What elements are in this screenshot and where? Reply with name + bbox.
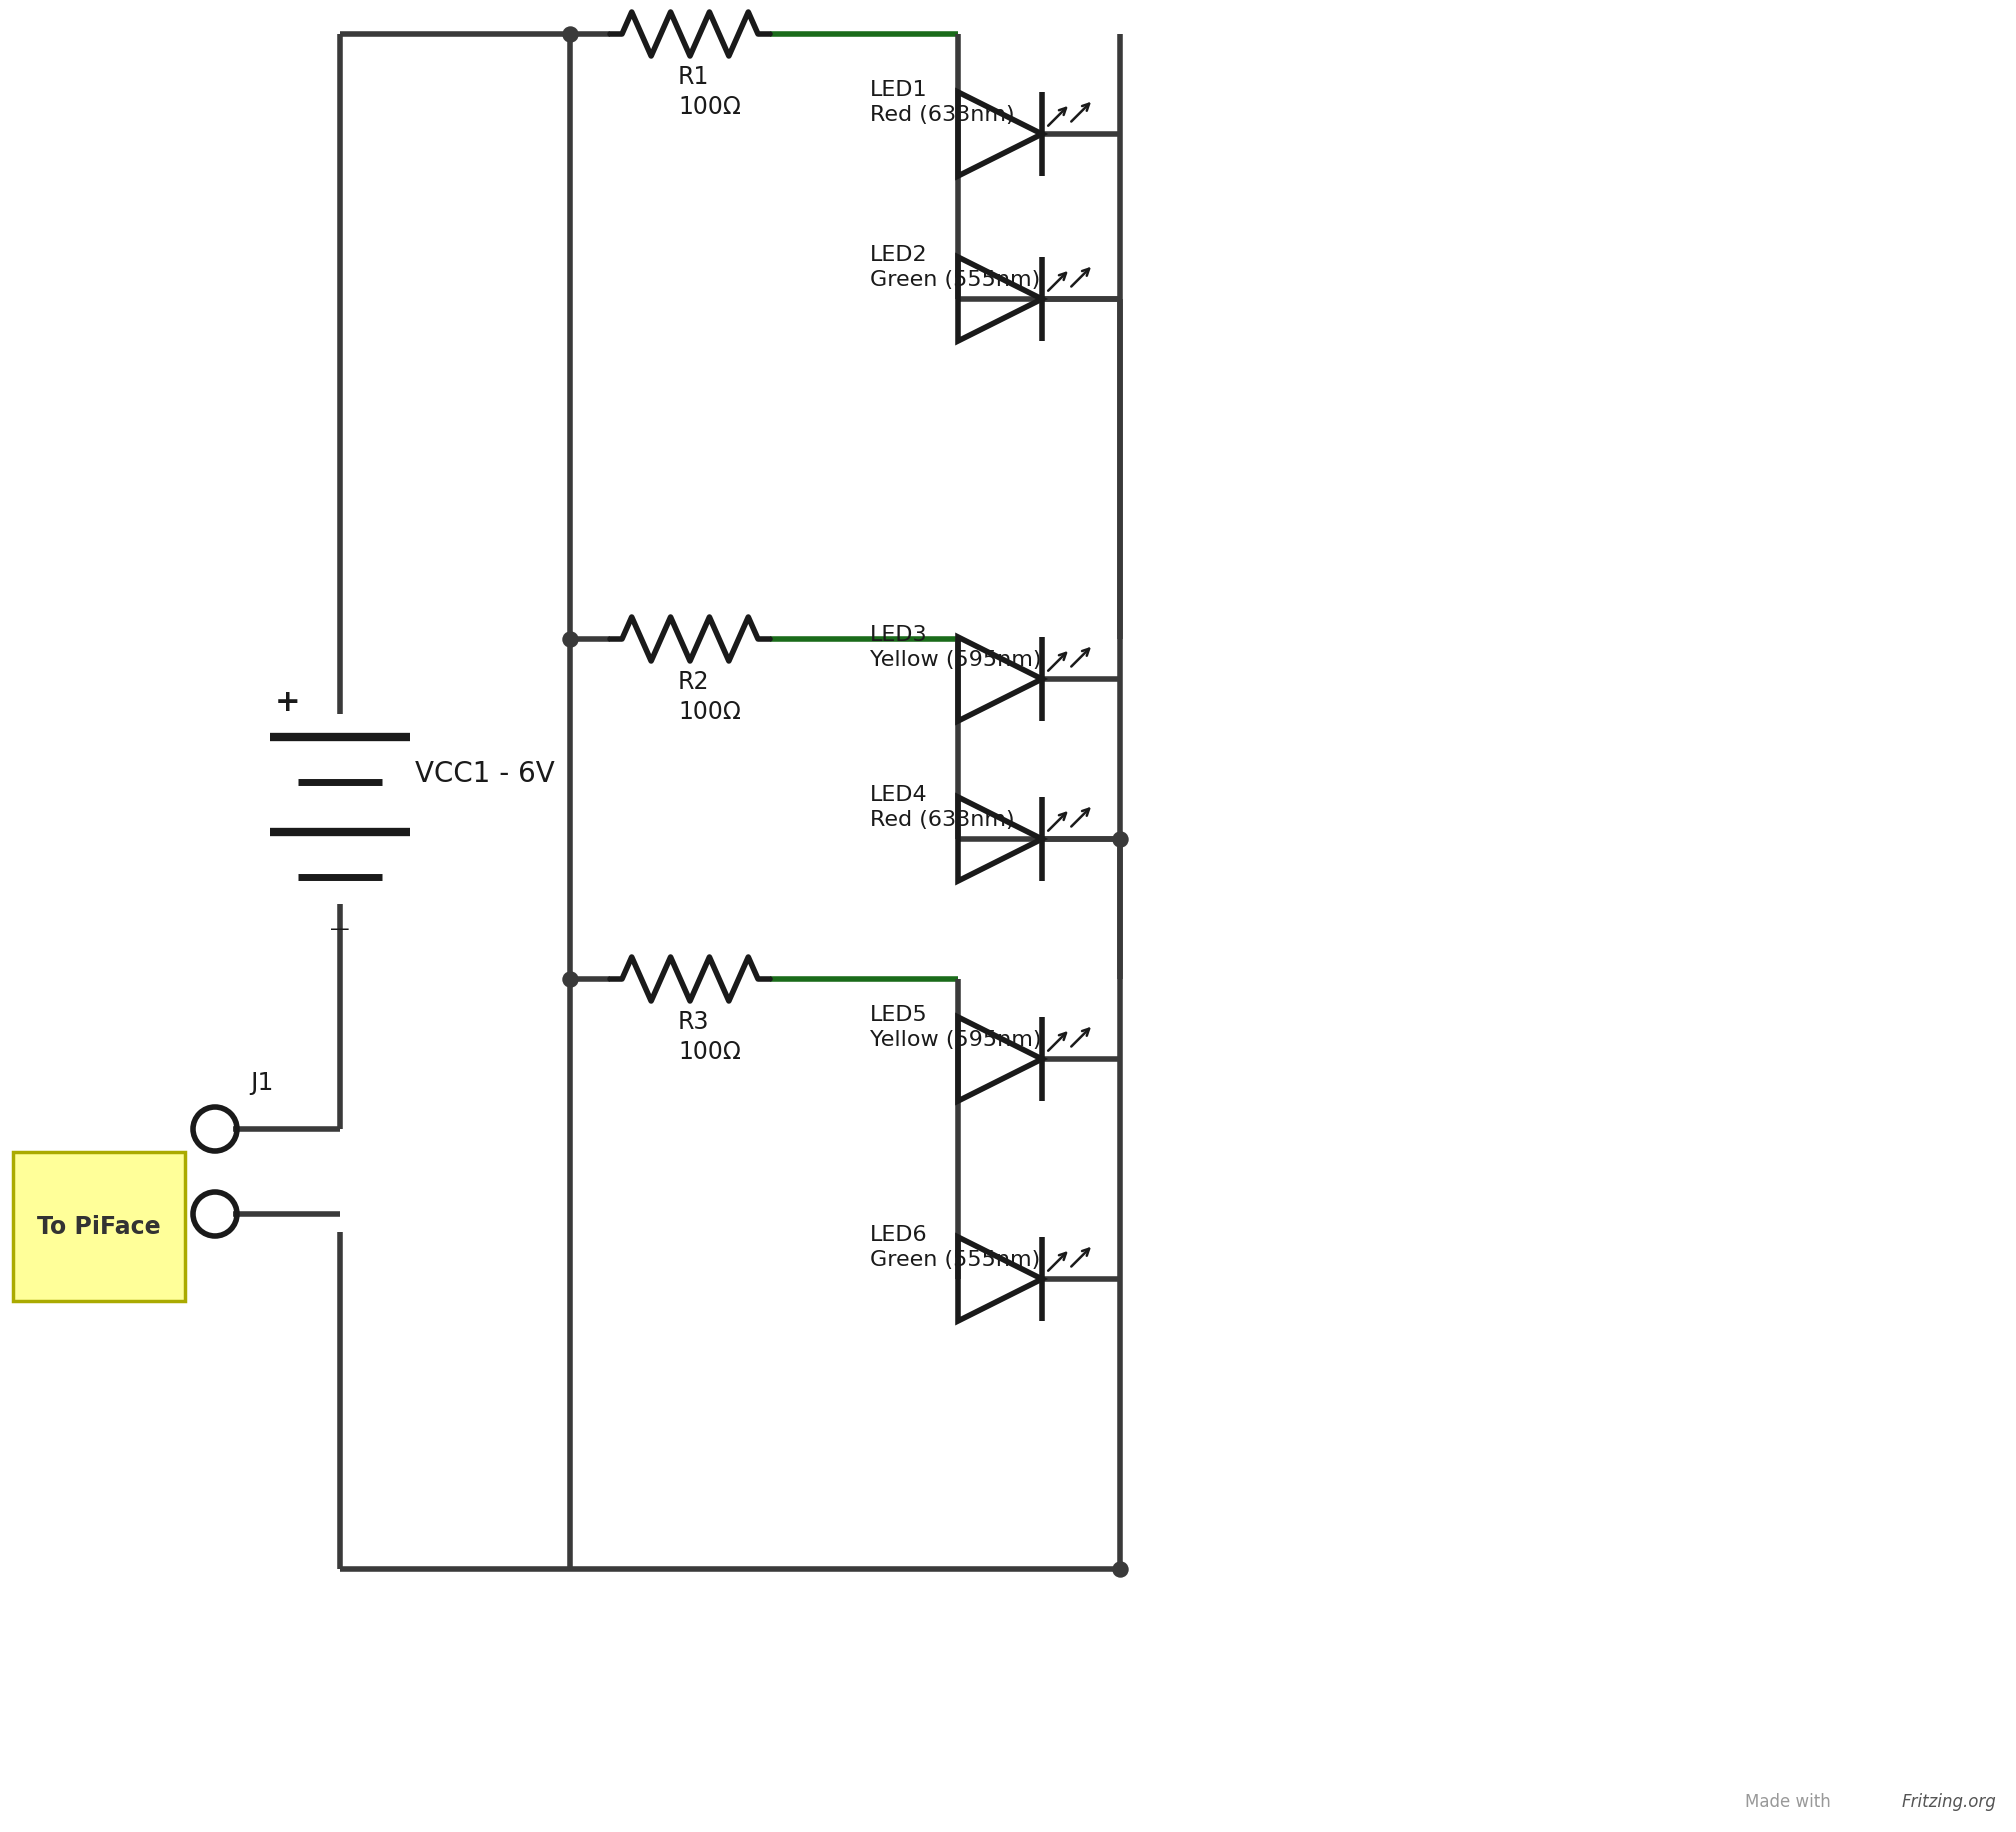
Text: R3
100Ω: R3 100Ω [677,1009,740,1063]
Point [554,20,587,49]
Text: LED1
Red (633nm): LED1 Red (633nm) [871,81,1014,125]
Text: LED3
Yellow (595nm): LED3 Yellow (595nm) [871,625,1042,671]
Text: J1: J1 [250,1070,274,1094]
FancyBboxPatch shape [12,1152,185,1301]
Text: +: + [276,687,300,716]
Text: Made with: Made with [1746,1792,1831,1810]
Text: —: — [331,920,351,940]
Text: R2
100Ω: R2 100Ω [677,671,740,724]
Point [554,965,587,995]
Text: LED6
Green (555nm): LED6 Green (555nm) [871,1224,1040,1270]
Text: Fritzing.org: Fritzing.org [1901,1792,1996,1810]
Point [554,625,587,654]
Point [1105,1555,1137,1585]
Text: VCC1 - 6V: VCC1 - 6V [415,760,554,788]
Text: LED5
Yellow (595nm): LED5 Yellow (595nm) [871,1004,1042,1050]
Point [1105,824,1137,854]
Text: To PiFace: To PiFace [36,1215,161,1238]
Text: LED2
Green (555nm): LED2 Green (555nm) [871,245,1040,289]
Text: LED4
Red (633nm): LED4 Red (633nm) [871,784,1014,830]
Text: R1
100Ω: R1 100Ω [677,64,740,119]
